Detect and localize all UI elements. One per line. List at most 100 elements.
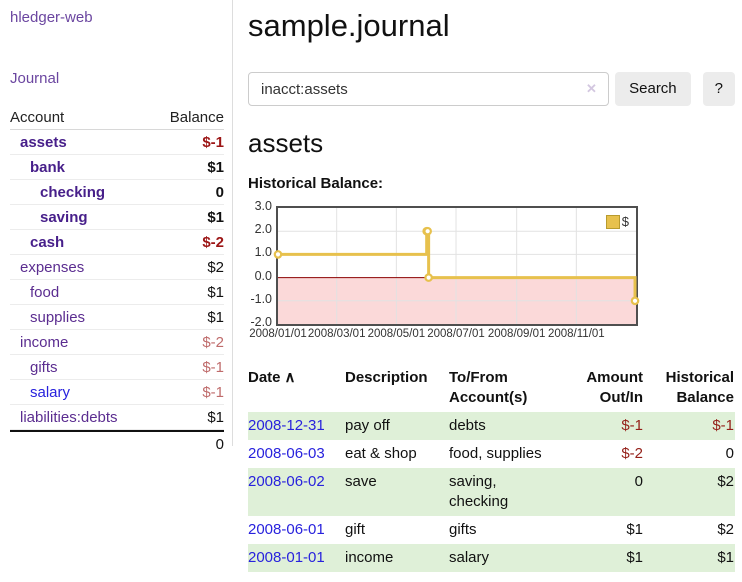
register-row: 2008-06-01 gift gifts $1 $2 <box>248 516 735 544</box>
account-row: salary $-1 <box>10 380 224 405</box>
chart-y-axis: 3.0 2.0 1.0 0.0 -1.0 -2.0 <box>248 199 272 329</box>
amount-cell: $-1 <box>621 417 643 434</box>
y-tick-label: 1.0 <box>254 245 272 260</box>
clear-search-icon[interactable]: ✕ <box>586 81 597 96</box>
account-balance: $-1 <box>202 358 224 376</box>
column-header-label: To/From Account(s) <box>449 369 528 406</box>
column-header-label: Amount Out/In <box>586 369 643 406</box>
transaction-date-link[interactable]: 2008-06-01 <box>248 521 325 538</box>
account-link-assets[interactable]: assets <box>20 133 67 151</box>
description-cell: eat & shop <box>345 445 417 462</box>
sidebar-item-journal[interactable]: Journal <box>10 70 60 87</box>
column-header-amount: Amount Out/In <box>559 364 644 412</box>
search-button[interactable]: Search <box>615 72 691 106</box>
account-link-gifts[interactable]: gifts <box>30 358 58 376</box>
x-tick-label: 2008/09/01 <box>487 328 546 340</box>
column-header-balance: Historical Balance <box>644 364 735 412</box>
account-link-income[interactable]: income <box>20 333 69 351</box>
x-tick-label: 2008/05/01 <box>367 328 426 340</box>
search-form: ✕ Search ? <box>248 72 735 106</box>
balance-column-header: Balance <box>169 108 224 126</box>
amount-cell: 0 <box>634 473 643 490</box>
transaction-date-link[interactable]: 2008-12-31 <box>248 417 325 434</box>
column-header-date[interactable]: Date ∧ <box>248 364 345 412</box>
column-header-label: Description <box>345 369 428 386</box>
balance-cell: $-1 <box>712 417 734 434</box>
account-balance: $1 <box>207 283 224 301</box>
page-title: sample.journal <box>248 8 450 43</box>
legend-label: $ <box>621 214 629 229</box>
account-link-expenses[interactable]: expenses <box>20 258 85 276</box>
account-row: cash $-2 <box>10 230 224 255</box>
account-link-checking[interactable]: checking <box>40 183 106 201</box>
transaction-date-link[interactable]: 2008-06-02 <box>248 473 325 490</box>
transaction-date-link[interactable]: 2008-01-01 <box>248 549 325 566</box>
account-balance: $1 <box>207 308 224 326</box>
account-link-cash[interactable]: cash <box>30 233 65 251</box>
balance-chart: 3.0 2.0 1.0 0.0 -1.0 -2.0 $ 2008/01/01 2008/03… <box>248 199 735 352</box>
accounts-total-row: 0 <box>10 430 224 456</box>
account-balance: 0 <box>215 183 224 201</box>
chart-canvas <box>273 208 640 324</box>
account-balance: $1 <box>207 408 224 426</box>
account-heading: assets <box>248 128 324 158</box>
account-balance: $-1 <box>202 133 224 151</box>
account-row: bank $1 <box>10 155 224 180</box>
x-tick-label: 2008/07/01 <box>427 328 485 340</box>
app-brand-link[interactable]: hledger-web <box>10 9 93 26</box>
account-row: food $1 <box>10 280 224 305</box>
amount-cell: $1 <box>626 521 643 538</box>
account-row: assets $-1 <box>10 130 224 155</box>
x-tick-label: 2008/11/01 <box>547 328 605 340</box>
account-row: supplies $1 <box>10 305 224 330</box>
y-tick-label: 3.0 <box>254 199 272 213</box>
search-input[interactable] <box>248 72 610 106</box>
description-cell: income <box>345 549 394 566</box>
account-balance: $-2 <box>202 333 224 351</box>
account-link-liabilities-debts[interactable]: liabilities:debts <box>20 408 118 426</box>
y-tick-label: -1.0 <box>250 291 272 306</box>
accounts-table: Account Balance assets $-1 bank $1 checking 0… <box>10 105 224 456</box>
balance-cell: $2 <box>717 473 734 490</box>
chart-plot[interactable]: $ <box>273 206 640 326</box>
chart-x-axis: 2008/01/01 2008/03/01 2008/05/01 2008/07/01… <box>249 328 636 344</box>
account-link-supplies[interactable]: supplies <box>30 308 86 326</box>
account-link-food[interactable]: food <box>30 283 60 301</box>
amount-cell: $-2 <box>621 445 643 462</box>
account-row: expenses $2 <box>10 255 224 280</box>
register-row: 2008-12-31 pay off debts $-1 $-1 <box>248 412 735 440</box>
column-header-label: Date <box>248 369 281 386</box>
balance-cell: $2 <box>717 521 734 538</box>
accounts-cell: saving, checking <box>449 473 509 510</box>
account-balance: $2 <box>207 258 224 276</box>
column-header-accounts: To/From Account(s) <box>449 364 559 412</box>
account-link-bank[interactable]: bank <box>30 158 66 176</box>
column-header-label: Historical Balance <box>665 369 734 406</box>
chart-title: Historical Balance: <box>248 175 384 192</box>
y-tick-label: 0.0 <box>254 268 272 283</box>
account-row: liabilities:debts $1 <box>10 405 224 430</box>
balance-cell: $1 <box>717 549 734 566</box>
y-tick-label: -2.0 <box>250 315 272 329</box>
x-tick-label: 2008/03/01 <box>307 328 366 340</box>
account-link-saving[interactable]: saving <box>40 208 88 226</box>
help-button[interactable]: ? <box>702 72 735 106</box>
account-link-salary[interactable]: salary <box>30 383 71 401</box>
register-header-row: Date ∧ Description To/From Account(s) Amount… <box>248 364 735 412</box>
accounts-cell: food, supplies <box>449 445 542 462</box>
main-content: sample.journal ✕ Search ? assets Histori… <box>248 0 735 572</box>
accounts-cell: debts <box>449 417 486 434</box>
legend-swatch-icon <box>605 214 620 229</box>
account-row: checking 0 <box>10 180 224 205</box>
account-row: income $-2 <box>10 330 224 355</box>
transaction-date-link[interactable]: 2008-06-03 <box>248 445 325 462</box>
sidebar: hledger-web Journal Account Balance asse… <box>0 0 233 453</box>
register-table: Date ∧ Description To/From Account(s) Amount… <box>248 364 735 572</box>
register-row: 2008-06-02 save saving, checking 0 $2 <box>248 468 735 516</box>
accounts-total-value: 0 <box>215 435 224 453</box>
account-row: gifts $-1 <box>10 355 224 380</box>
account-balance: $1 <box>207 208 224 226</box>
accounts-table-header: Account Balance <box>10 105 224 130</box>
account-balance: $-1 <box>202 383 224 401</box>
register-row: 2008-06-03 eat & shop food, supplies $-2 0 <box>248 440 735 468</box>
